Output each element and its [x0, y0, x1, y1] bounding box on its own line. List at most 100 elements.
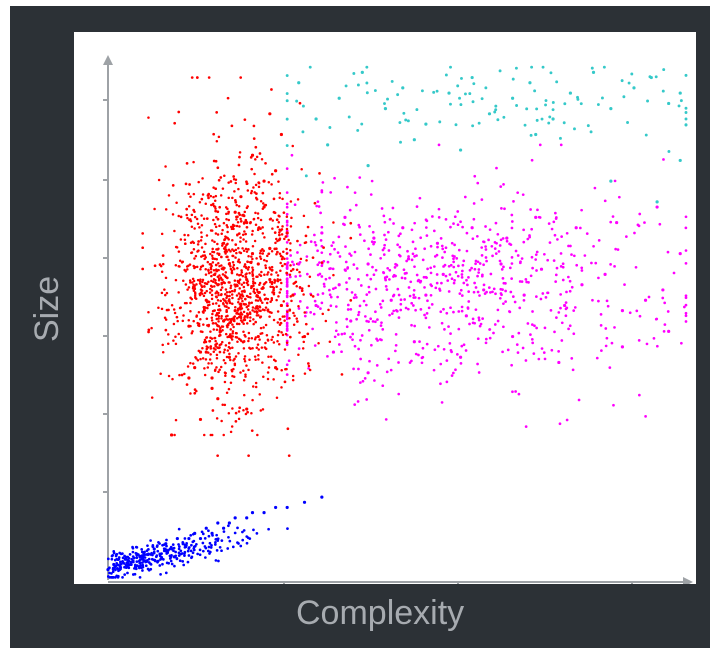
magenta-point-617 [322, 282, 326, 286]
magenta-point-sparse-22 [516, 254, 520, 257]
red-point-902 [238, 322, 241, 326]
red-point-69 [251, 268, 255, 272]
magenta-point-256 [425, 311, 429, 315]
magenta-point-464 [597, 299, 600, 303]
cyan-point-99 [285, 144, 289, 147]
magenta-point-54 [352, 263, 356, 266]
magenta-point-sparse-155 [508, 266, 512, 270]
cyan-point-83 [301, 130, 305, 134]
magenta-point-76 [529, 274, 533, 278]
magenta-point-318 [442, 347, 446, 351]
blue-point-161 [141, 561, 144, 564]
magenta-point-sparse-41 [567, 275, 570, 279]
magenta-point-92 [410, 258, 414, 262]
red-point-980 [235, 203, 238, 207]
red-point-sparse-88 [252, 124, 256, 128]
red-point-657 [283, 315, 286, 318]
red-point-856 [234, 283, 238, 287]
red-point-1092 [272, 286, 276, 290]
red-point-79 [292, 311, 295, 315]
red-point-836 [256, 307, 260, 310]
magenta-point-sparse-1 [522, 228, 525, 232]
magenta-point-469 [336, 333, 340, 336]
red-point-386 [232, 263, 236, 267]
red-point-371 [164, 276, 168, 280]
magenta-point-sparse-130 [499, 185, 503, 188]
magenta-point-sparse-146 [613, 179, 617, 183]
red-point-465 [240, 339, 243, 343]
red-point-sparse-162 [261, 252, 264, 255]
blue-point-272 [152, 550, 156, 554]
red-point-sparse-14 [185, 207, 189, 211]
red-point-sparse-74 [250, 429, 254, 433]
magenta-point-427 [371, 265, 374, 269]
magenta-point-298 [421, 258, 425, 262]
red-point-203 [298, 270, 301, 274]
magenta-point-163 [413, 265, 416, 269]
red-point-92 [215, 342, 219, 345]
series-1-sample-point-13 [539, 267, 544, 271]
magenta-point-sparse-112 [369, 193, 373, 196]
red-point-1048 [239, 319, 243, 322]
red-point-sparse-80 [173, 121, 177, 125]
magenta-point-288 [396, 287, 400, 291]
blue-point-298 [138, 561, 142, 565]
red-point-233 [214, 232, 218, 235]
red-point-211 [264, 306, 268, 309]
magenta-point-sparse-64 [572, 254, 576, 258]
red-point-767 [226, 242, 229, 246]
magenta-point-612 [443, 263, 447, 267]
red-point-488 [239, 217, 242, 221]
red-point-107 [233, 362, 237, 366]
cyan-point-24 [562, 121, 566, 125]
magenta-point-442 [461, 269, 464, 273]
magenta-point-518 [666, 250, 670, 254]
magenta-point-373 [454, 368, 457, 372]
magenta-point-141 [432, 368, 436, 372]
blue-point-282 [252, 528, 255, 532]
red-point-732 [239, 371, 242, 374]
cyan-point-19 [344, 84, 348, 88]
red-point-328 [254, 223, 258, 227]
red-point-1027 [214, 345, 217, 348]
red-point-479 [229, 358, 232, 362]
red-point-332 [247, 266, 251, 269]
red-point-994 [216, 298, 220, 302]
magenta-point-594 [450, 374, 454, 377]
blue-point-130 [267, 527, 270, 531]
blue-point-319 [181, 560, 185, 563]
red-point-596 [266, 297, 270, 301]
magenta-point-459 [508, 310, 511, 313]
red-point-877 [234, 355, 238, 358]
red-point-919 [220, 286, 224, 289]
red-point-1029 [245, 206, 249, 210]
magenta-point-332 [400, 276, 404, 280]
red-point-1003 [150, 396, 154, 399]
red-point-1079 [245, 294, 249, 298]
cyan-point-49 [677, 104, 681, 108]
cyan-point-27 [471, 100, 475, 104]
magenta-point-622 [478, 262, 482, 265]
red-point-450 [238, 225, 241, 228]
magenta-point-42 [391, 206, 395, 210]
magenta-point-533 [372, 273, 376, 277]
magenta-point-456 [293, 203, 297, 207]
magenta-point-14 [536, 208, 539, 212]
red-point-722 [210, 319, 214, 322]
magenta-point-633 [410, 301, 414, 305]
magenta-point-476 [344, 245, 347, 248]
red-point-649 [231, 302, 234, 306]
cyan-point-15 [548, 115, 552, 119]
red-point-431 [212, 250, 216, 254]
magenta-point-535 [499, 292, 503, 295]
red-point-210 [209, 336, 212, 339]
red-point-921 [191, 330, 194, 333]
blue-point-240 [207, 534, 211, 538]
red-point-388 [239, 311, 243, 314]
magenta-point-553 [399, 308, 403, 312]
magenta-point-366 [285, 281, 289, 285]
red-point-239 [243, 210, 247, 214]
magenta-point-285 [484, 337, 488, 341]
red-point-1028 [272, 293, 276, 296]
series-2-sample-point-20 [326, 143, 330, 147]
